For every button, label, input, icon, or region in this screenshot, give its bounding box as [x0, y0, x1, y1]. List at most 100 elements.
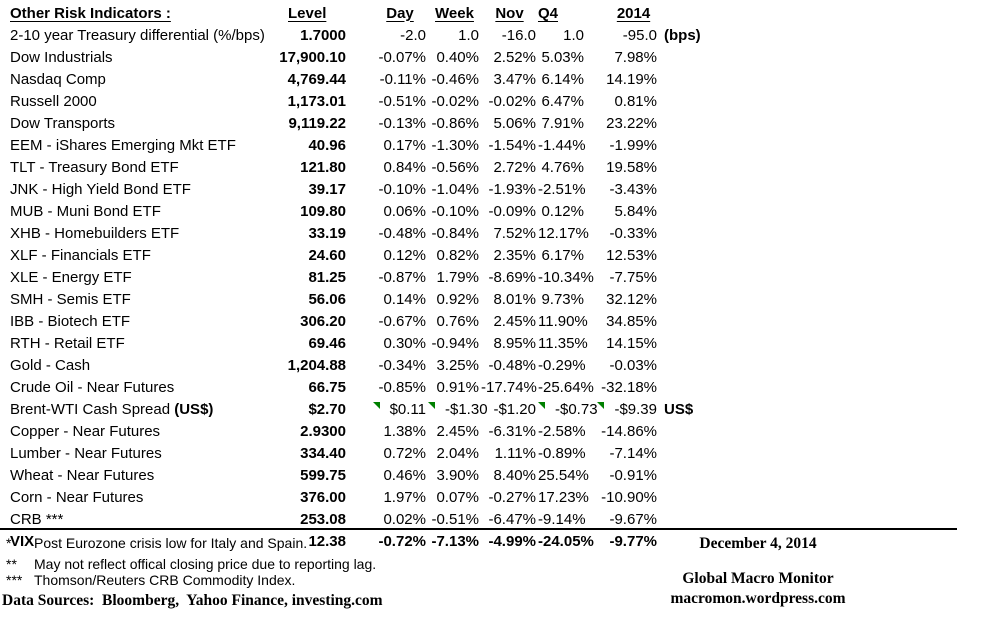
- footnote-2: ** May not reflect offical closing price…: [0, 557, 520, 572]
- row-label: JNK - High Yield Bond ETF: [0, 181, 270, 198]
- cell-day: -0.34%: [378, 356, 426, 374]
- cell-2014: 12.53%: [606, 246, 657, 264]
- cell-level: 33.19: [308, 224, 346, 242]
- row-label: EEM - iShares Emerging Mkt ETF: [0, 137, 270, 154]
- row-label: SMH - Semis ETF: [0, 291, 270, 308]
- cell-nov: -1.54%: [488, 136, 536, 154]
- cell-q4: -25.64%: [538, 378, 594, 396]
- table-row: EEM - iShares Emerging Mkt ETF 40.96 0.1…: [0, 134, 981, 156]
- publisher-name: Global Macro Monitor: [682, 570, 834, 587]
- cell-q4: -24.05%: [538, 532, 594, 550]
- cell-2014: -7.75%: [609, 268, 657, 286]
- cell-q4: 11.90%: [538, 312, 588, 330]
- footnote-text: Thomson/Reuters CRB Commodity Index.: [34, 572, 296, 588]
- cell-q4: 4.76%: [541, 158, 584, 176]
- cell-level: 1,173.01: [287, 92, 346, 110]
- table-row: MUB - Muni Bond ETF 109.80 0.06% -0.10% …: [0, 200, 981, 222]
- row-label-text: TLT - Treasury Bond ETF: [10, 158, 179, 176]
- cell-2014: 34.85%: [606, 312, 657, 330]
- row-label: Corn - Near Futures: [0, 489, 270, 506]
- publisher-block: December 4, 2014 Global Macro Monitor ma…: [648, 534, 868, 607]
- cell-nov: -4.99%: [488, 532, 536, 550]
- table-row: Russell 2000 1,173.01 -0.51% -0.02% -0.0…: [0, 90, 981, 112]
- cell-q4: 6.17%: [541, 246, 584, 264]
- cell-nov: 3.47%: [493, 70, 536, 88]
- cell-level: 4,769.44: [287, 70, 346, 88]
- cell-day: 0.30%: [383, 334, 426, 352]
- row-label: Copper - Near Futures: [0, 423, 270, 440]
- cell-q4: 12.17%: [538, 224, 589, 242]
- cell-week: -0.46%: [431, 70, 479, 88]
- cell-2014: 7.98%: [614, 48, 657, 66]
- cell-level: 66.75: [308, 378, 346, 396]
- cell-level: 24.60: [308, 246, 346, 264]
- row-label-text: SMH - Semis ETF: [10, 290, 131, 308]
- table-row: XLE - Energy ETF 81.25 -0.87% 1.79% -8.6…: [0, 266, 981, 288]
- table-row: Crude Oil - Near Futures 66.75 -0.85% 0.…: [0, 376, 981, 398]
- data-sources-line: Data Sources: Bloomberg, Yahoo Finance, …: [2, 592, 383, 609]
- row-label: XLE - Energy ETF: [0, 269, 270, 286]
- row-label: RTH - Retail ETF: [0, 335, 270, 352]
- cell-day: -0.13%: [378, 114, 426, 132]
- report-date: December 4, 2014: [699, 535, 817, 552]
- table-row: Dow Transports 9,119.22 -0.13% -0.86% 5.…: [0, 112, 981, 134]
- table-row: VIX 12.38 -0.72% -7.13% -4.99% -24.05% -…: [0, 530, 981, 552]
- cell-day: -0.51%: [378, 92, 426, 110]
- cell-2014: 32.12%: [606, 290, 657, 308]
- cell-week: 0.07%: [436, 488, 479, 506]
- cell-day: -0.72%: [378, 532, 426, 550]
- row-label: 2-10 year Treasury differential (%/bps): [0, 27, 270, 44]
- cell-2014: -9.67%: [609, 510, 657, 528]
- cell-day: -0.07%: [378, 48, 426, 66]
- footnote-text: May not reflect offical closing price du…: [34, 556, 377, 572]
- row-label-text: VIX: [10, 532, 35, 550]
- cell-level: 1.7000: [300, 26, 346, 44]
- row-label-text: Dow Industrials: [10, 48, 113, 66]
- cell-week: 0.82%: [436, 246, 479, 264]
- footnotes-block: * Post Eurozone crisis low for Italy and…: [0, 534, 520, 610]
- table-row: CRB *** 253.08 0.02% -0.51% -6.47% -9.14…: [0, 508, 981, 530]
- cell-week: 3.90%: [436, 466, 479, 484]
- cell-2014: -7.14%: [609, 444, 657, 462]
- column-header-2014: 2014: [616, 4, 651, 22]
- cell-day: 1.38%: [383, 422, 426, 440]
- cell-day: -0.48%: [378, 224, 426, 242]
- cell-nov: -8.69%: [488, 268, 536, 286]
- cell-q4: -0.89%: [538, 444, 586, 462]
- cell-week: 2.04%: [436, 444, 479, 462]
- table-row: Dow Industrials 17,900.10 -0.07% 0.40% 2…: [0, 46, 981, 68]
- footnote-marker: ***: [6, 572, 23, 588]
- row-label-text: Wheat - Near Futures: [10, 466, 155, 484]
- cell-week: -0.56%: [431, 158, 479, 176]
- table-row: Copper - Near Futures 2.9300 1.38% 2.45%…: [0, 420, 981, 442]
- cell-2014: -10.90%: [601, 488, 657, 506]
- cell-level: 17,900.10: [279, 48, 346, 66]
- row-label-text: MUB - Muni Bond ETF: [10, 202, 161, 220]
- cell-2014: 5.84%: [614, 202, 657, 220]
- cell-q4: 1.0: [563, 26, 584, 44]
- horizontal-divider: [0, 528, 957, 530]
- cell-q4: 5.03%: [541, 48, 584, 66]
- row-label-text: IBB - Biotech ETF: [10, 312, 131, 330]
- cell-week: 0.92%: [436, 290, 479, 308]
- cell-nov: 7.52%: [493, 224, 536, 242]
- cell-day: 0.02%: [383, 510, 426, 528]
- cell-q4: 17.23%: [538, 488, 589, 506]
- cell-week: -1.30%: [431, 136, 479, 154]
- table-row: XLF - Financials ETF 24.60 0.12% 0.82% 2…: [0, 244, 981, 266]
- row-label: MUB - Muni Bond ETF: [0, 203, 270, 220]
- cell-nov: 2.52%: [493, 48, 536, 66]
- cell-nov: 2.45%: [493, 312, 536, 330]
- table-header-row: Other Risk Indicators : Level Day Week N…: [0, 2, 981, 24]
- table-row: Lumber - Near Futures 334.40 0.72% 2.04%…: [0, 442, 981, 464]
- row-label-text: Lumber - Near Futures: [10, 444, 162, 462]
- table-row: Gold - Cash 1,204.88 -0.34% 3.25% -0.48%…: [0, 354, 981, 376]
- cell-level: 40.96: [308, 136, 346, 154]
- cell-week: -0.10%: [431, 202, 479, 220]
- cell-day: $0.11: [348, 401, 428, 418]
- row-label: Wheat - Near Futures: [0, 467, 270, 484]
- table-row: TLT - Treasury Bond ETF 121.80 0.84% -0.…: [0, 156, 981, 178]
- cell-day: 0.46%: [383, 466, 426, 484]
- row-label: TLT - Treasury Bond ETF: [0, 159, 270, 176]
- cell-level: 376.00: [300, 488, 346, 506]
